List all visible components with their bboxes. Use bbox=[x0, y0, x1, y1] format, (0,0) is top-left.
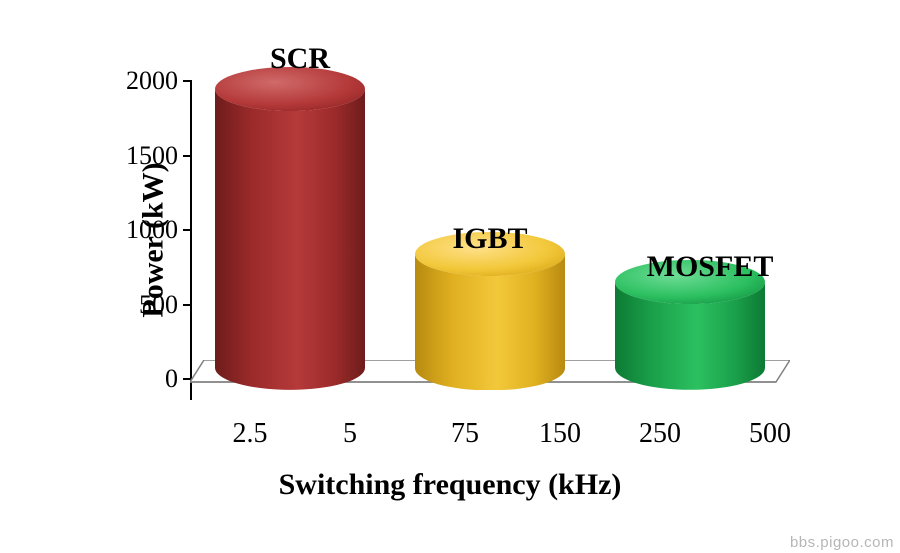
x-tick-label: 2.5 bbox=[233, 418, 268, 450]
series-label-igbt: IGBT bbox=[452, 222, 527, 256]
cylinder-scr bbox=[215, 67, 365, 390]
x-tick-label: 75 bbox=[451, 418, 479, 450]
x-tick-label: 5 bbox=[343, 418, 357, 450]
y-tick-label: 0 bbox=[108, 364, 178, 394]
watermark-text: bbs.pigoo.com bbox=[790, 534, 894, 551]
x-axis-title: Switching frequency (kHz) bbox=[60, 468, 840, 502]
series-label-scr: SCR bbox=[270, 42, 330, 76]
x-tick-label: 150 bbox=[539, 418, 581, 450]
series-label-mosfet: MOSFET bbox=[647, 250, 774, 284]
power-vs-frequency-chart: 0500100015002000 Power (kW) SCRIGBTMOSFE… bbox=[60, 20, 840, 520]
y-tick-label: 2000 bbox=[108, 66, 178, 96]
y-axis-title: Power (kW) bbox=[137, 162, 171, 317]
x-tick-label: 500 bbox=[749, 418, 791, 450]
plot-area: SCRIGBTMOSFET bbox=[190, 80, 780, 400]
x-tick-label: 250 bbox=[639, 418, 681, 450]
